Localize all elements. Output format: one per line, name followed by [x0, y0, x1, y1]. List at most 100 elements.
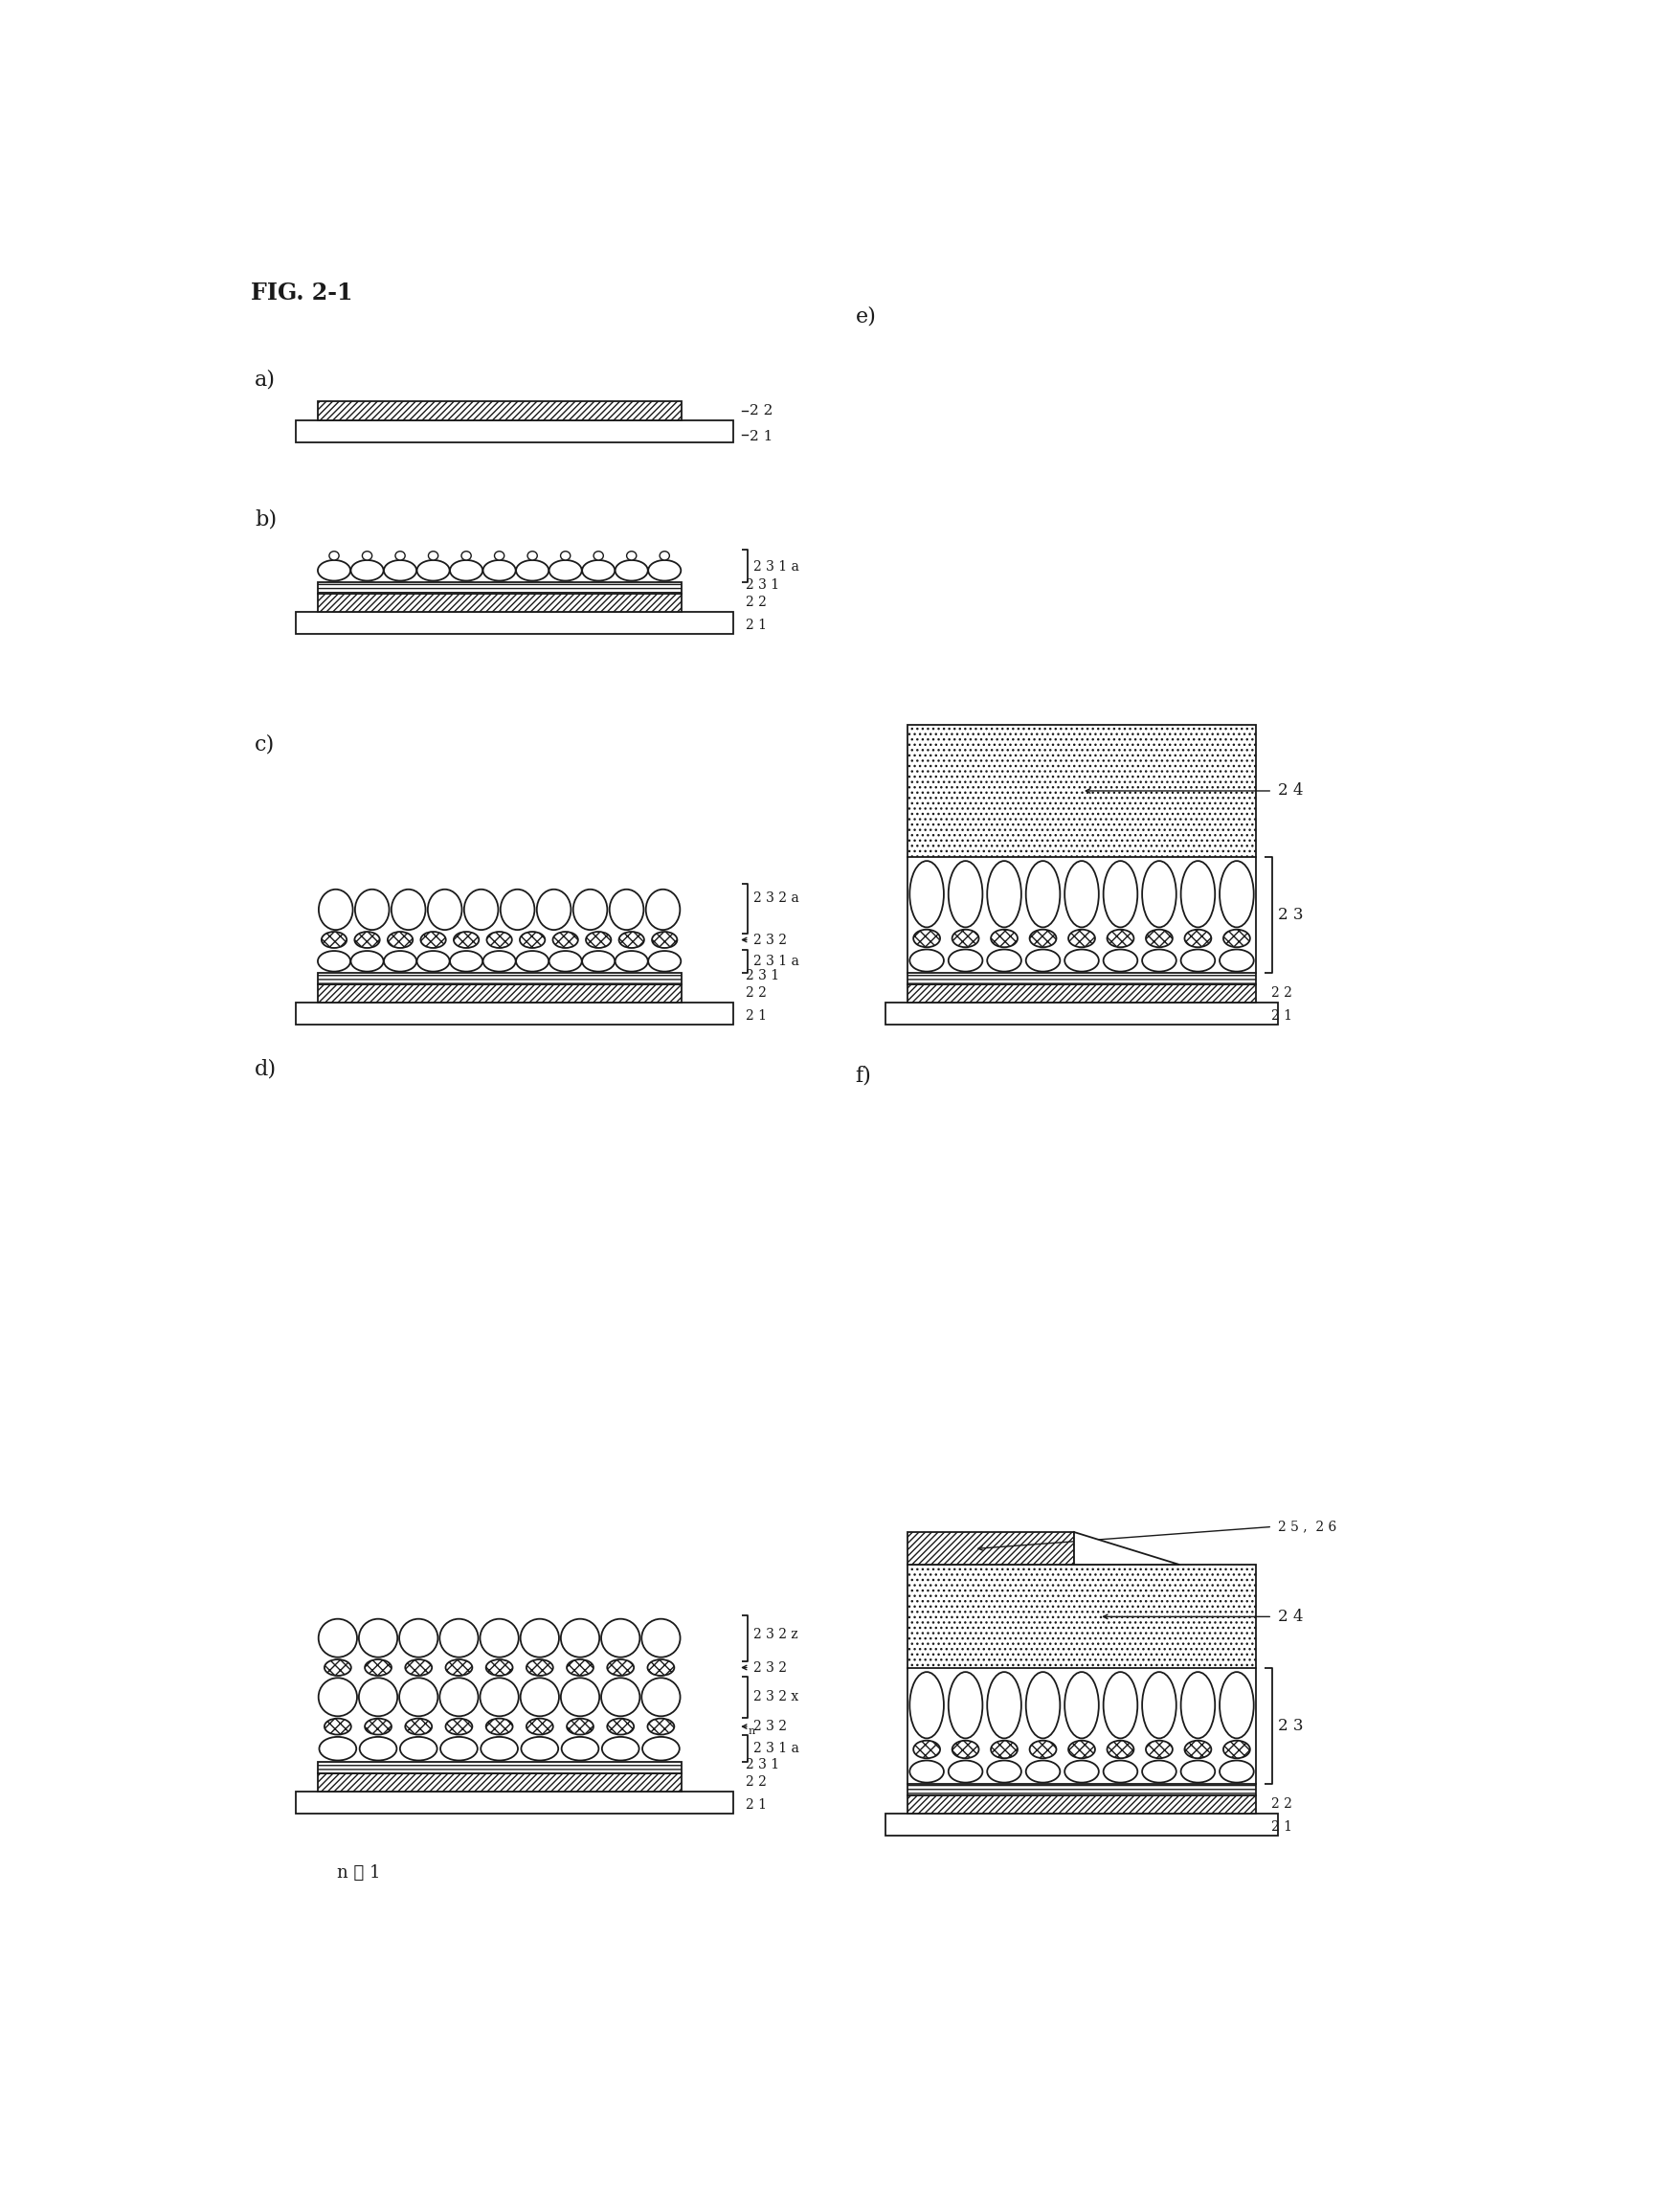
Ellipse shape: [573, 888, 606, 930]
Ellipse shape: [1065, 950, 1099, 972]
Ellipse shape: [593, 550, 603, 559]
Text: 2 1: 2 1: [746, 619, 766, 632]
Ellipse shape: [1065, 1761, 1099, 1783]
Ellipse shape: [1220, 1673, 1253, 1739]
Text: 2 3 2 x: 2 3 2 x: [753, 1691, 798, 1704]
Ellipse shape: [516, 559, 549, 581]
Ellipse shape: [1104, 950, 1137, 972]
Bar: [907, 983, 1257, 1003]
Ellipse shape: [319, 1677, 358, 1717]
Ellipse shape: [428, 888, 462, 930]
Ellipse shape: [642, 1677, 680, 1717]
Text: 2 2: 2 2: [1270, 986, 1292, 999]
Bar: [296, 1792, 732, 1814]
Ellipse shape: [553, 933, 578, 948]
Ellipse shape: [400, 1737, 437, 1761]
Ellipse shape: [450, 559, 482, 581]
Ellipse shape: [360, 1620, 398, 1658]
Ellipse shape: [383, 559, 417, 581]
Ellipse shape: [615, 950, 648, 972]
Ellipse shape: [400, 1677, 438, 1717]
Bar: [318, 972, 680, 983]
Ellipse shape: [383, 950, 417, 972]
Ellipse shape: [324, 1719, 351, 1735]
Text: 2 1: 2 1: [746, 1799, 766, 1812]
Text: n ≧ 1: n ≧ 1: [336, 1863, 380, 1881]
Ellipse shape: [601, 1737, 638, 1761]
Ellipse shape: [642, 1737, 679, 1761]
Ellipse shape: [909, 1761, 944, 1783]
Ellipse shape: [1142, 1761, 1176, 1783]
Ellipse shape: [486, 1719, 512, 1735]
Ellipse shape: [1223, 930, 1250, 948]
Ellipse shape: [354, 933, 380, 948]
Ellipse shape: [561, 550, 570, 559]
Ellipse shape: [521, 1620, 559, 1658]
Ellipse shape: [652, 933, 677, 948]
Ellipse shape: [949, 950, 983, 972]
Ellipse shape: [648, 559, 680, 581]
Ellipse shape: [1146, 930, 1173, 948]
Ellipse shape: [405, 1719, 432, 1735]
Text: 2 3 1: 2 3 1: [746, 970, 780, 983]
Ellipse shape: [391, 888, 425, 930]
Ellipse shape: [351, 950, 383, 972]
Ellipse shape: [1107, 930, 1134, 948]
Ellipse shape: [549, 559, 581, 581]
Ellipse shape: [484, 950, 516, 972]
Text: 2 3 1 a: 2 3 1 a: [753, 559, 800, 572]
Ellipse shape: [1104, 1673, 1137, 1739]
Text: 2 3 1: 2 3 1: [746, 1759, 780, 1772]
Text: 2 2: 2 2: [749, 404, 773, 418]
Text: 2 3 2: 2 3 2: [753, 1719, 786, 1733]
Polygon shape: [1074, 1532, 1179, 1565]
Ellipse shape: [1146, 1741, 1173, 1759]
Text: 2 1: 2 1: [1270, 1010, 1292, 1023]
Ellipse shape: [618, 933, 643, 948]
Ellipse shape: [988, 862, 1021, 928]
Ellipse shape: [914, 1741, 941, 1759]
Text: 2 1: 2 1: [1270, 1821, 1292, 1834]
Bar: [296, 420, 732, 442]
Bar: [318, 983, 680, 1003]
Ellipse shape: [566, 1660, 593, 1675]
Ellipse shape: [909, 862, 944, 928]
Ellipse shape: [440, 1737, 477, 1761]
Ellipse shape: [388, 933, 413, 948]
Text: 2 3: 2 3: [1278, 1717, 1304, 1735]
Ellipse shape: [480, 1620, 519, 1658]
Text: n: n: [748, 1726, 754, 1735]
Ellipse shape: [988, 1673, 1021, 1739]
Ellipse shape: [561, 1737, 598, 1761]
Text: c): c): [254, 734, 276, 756]
Ellipse shape: [450, 950, 482, 972]
Bar: [318, 402, 680, 420]
Ellipse shape: [583, 950, 615, 972]
Ellipse shape: [988, 950, 1021, 972]
Ellipse shape: [519, 933, 544, 948]
Ellipse shape: [445, 1719, 472, 1735]
Bar: [885, 1814, 1278, 1837]
Ellipse shape: [648, 950, 680, 972]
Ellipse shape: [561, 1620, 600, 1658]
Ellipse shape: [454, 933, 479, 948]
Ellipse shape: [417, 950, 450, 972]
Text: 2 3 2 z: 2 3 2 z: [753, 1629, 798, 1642]
Ellipse shape: [1068, 930, 1095, 948]
Ellipse shape: [1181, 1761, 1215, 1783]
Ellipse shape: [464, 888, 499, 930]
Ellipse shape: [949, 1761, 983, 1783]
Text: 2 2: 2 2: [746, 986, 766, 999]
Bar: [907, 1783, 1257, 1795]
Ellipse shape: [1223, 1741, 1250, 1759]
Bar: [907, 1532, 1074, 1565]
Bar: [907, 1565, 1257, 1669]
Text: 2 3 2: 2 3 2: [753, 1662, 786, 1675]
Ellipse shape: [319, 1620, 358, 1658]
Bar: [318, 592, 680, 612]
Ellipse shape: [1220, 862, 1253, 928]
Text: 2 3 2 a: 2 3 2 a: [753, 893, 798, 906]
Ellipse shape: [365, 1719, 391, 1735]
Ellipse shape: [354, 888, 390, 930]
Ellipse shape: [440, 1677, 479, 1717]
